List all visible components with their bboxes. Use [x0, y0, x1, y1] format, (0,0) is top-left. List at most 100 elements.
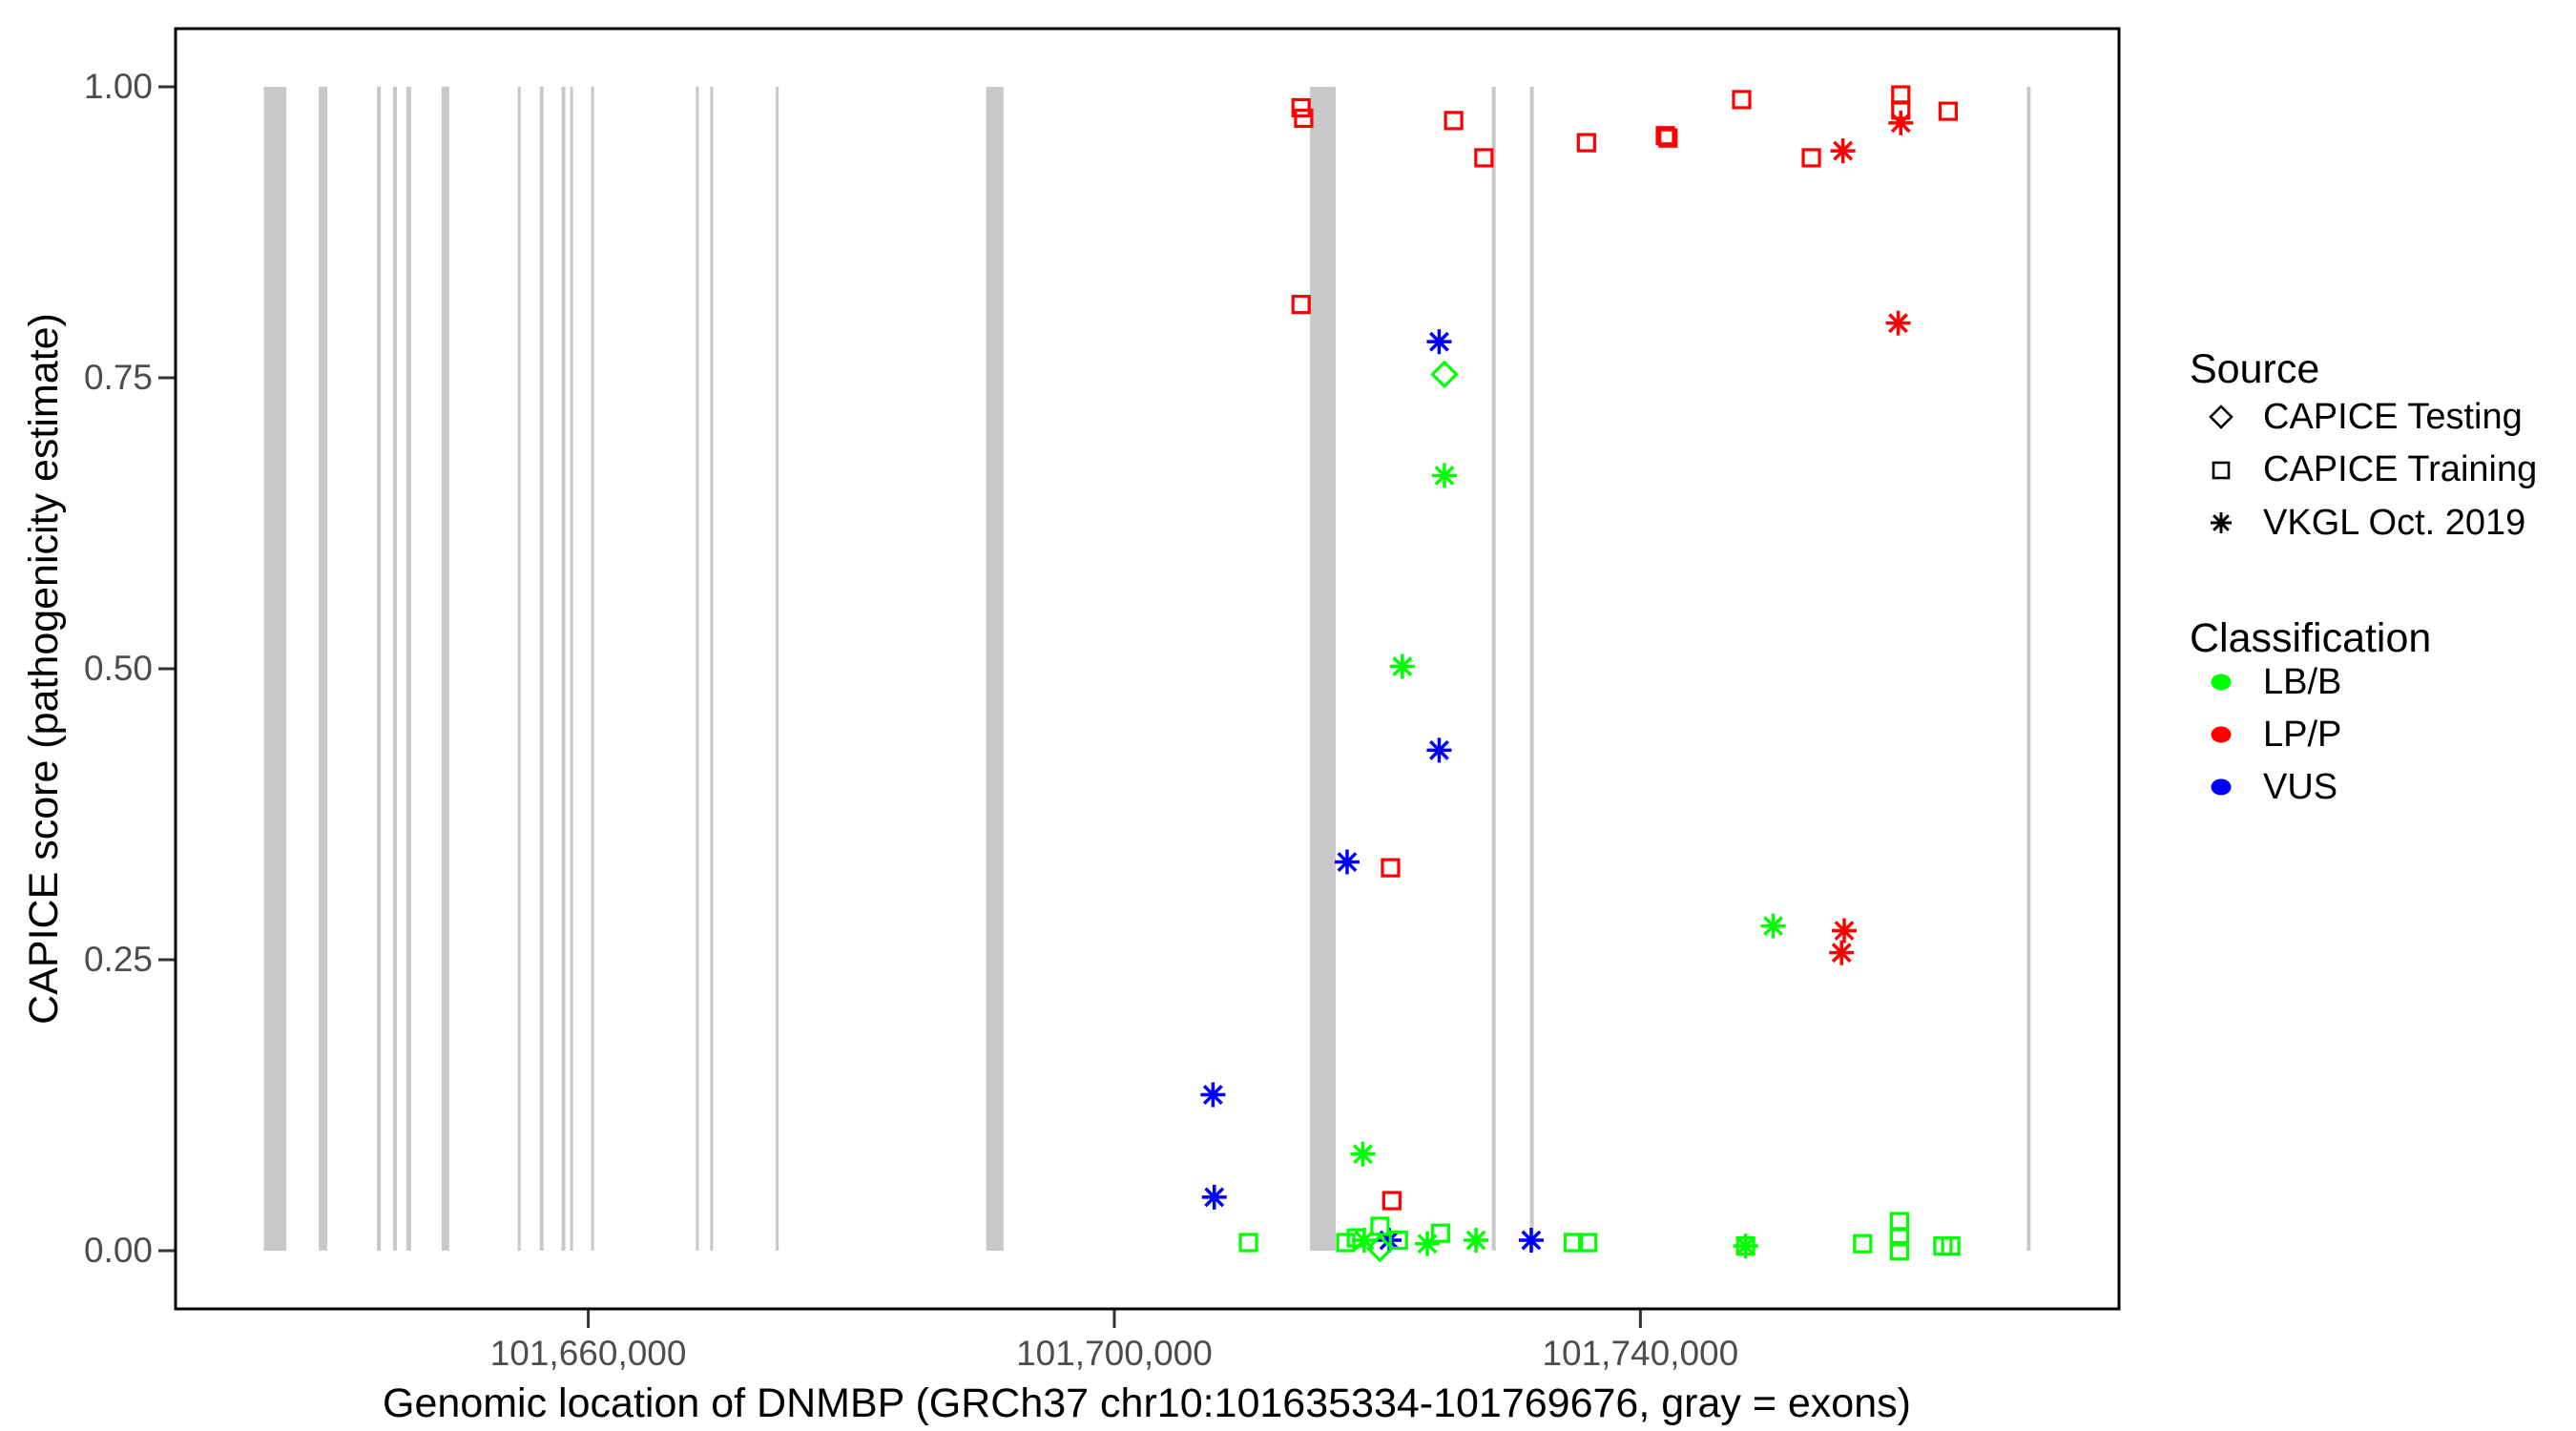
- data-point: [1444, 111, 1464, 131]
- data-point: [1238, 1233, 1258, 1253]
- exon-bar: [517, 87, 521, 1251]
- data-point: [1518, 1228, 1544, 1254]
- data-point: [1938, 101, 1958, 121]
- y-tick-label: 0.25: [83, 940, 153, 979]
- legend-label: VUS: [2263, 766, 2338, 807]
- panel-border: [174, 27, 2121, 1311]
- legend-source-item-square: CAPICE Training: [2202, 446, 2537, 494]
- exon-bar: [776, 87, 779, 1251]
- color-dot-icon: [2211, 674, 2232, 691]
- data-point: [1801, 148, 1821, 168]
- color-dot-icon: [2211, 726, 2232, 743]
- legend-source-title: Source: [2190, 346, 2320, 392]
- legend-source-item-diamond: CAPICE Testing: [2202, 393, 2523, 441]
- data-point: [1291, 97, 1311, 118]
- x-tick-label: 101,740,000: [1542, 1334, 1739, 1373]
- exon-bar: [1310, 87, 1336, 1251]
- legend-label: CAPICE Testing: [2263, 396, 2523, 437]
- legend-label: VKGL Oct. 2019: [2263, 502, 2526, 543]
- data-points-layer: [1200, 85, 1961, 1263]
- data-point: [1381, 1191, 1402, 1211]
- y-axis-title: CAPICE score (pathogenicity estimate): [21, 313, 67, 1025]
- x-tick-label: 101,660,000: [489, 1334, 687, 1373]
- data-point: [1381, 858, 1401, 878]
- exon-bar: [405, 87, 411, 1251]
- exon-bar: [377, 87, 382, 1251]
- asterisk-icon: [2211, 512, 2232, 533]
- data-point: [1334, 849, 1360, 875]
- exon-bar: [570, 87, 573, 1251]
- data-point: [1888, 110, 1914, 135]
- data-point: [1389, 653, 1415, 679]
- data-point: [1430, 360, 1459, 389]
- color-dot-icon: [2211, 778, 2232, 796]
- exon-bar: [263, 87, 287, 1251]
- data-point: [1291, 295, 1311, 315]
- data-point: [1941, 1236, 1961, 1256]
- x-axis-title: Genomic location of DNMBP (GRCh37 chr10:…: [383, 1380, 1911, 1426]
- data-point: [1426, 737, 1452, 763]
- data-point: [1200, 1082, 1226, 1108]
- exon-bar: [441, 87, 449, 1251]
- data-point: [1430, 1223, 1450, 1243]
- y-tick-label: 0.50: [83, 649, 153, 688]
- data-point: [1563, 1233, 1584, 1253]
- exon-bar: [986, 87, 1004, 1251]
- y-tick-label: 1.00: [83, 67, 153, 106]
- exon-bar: [539, 87, 544, 1251]
- exon-bar: [591, 87, 594, 1251]
- data-point: [1474, 148, 1494, 168]
- square-icon: [2212, 461, 2231, 479]
- data-point: [1388, 1230, 1408, 1251]
- legend-label: LB/B: [2263, 661, 2342, 702]
- legend-source-item-asterisk: VKGL Oct. 2019: [2202, 499, 2525, 547]
- exon-bar: [696, 87, 699, 1251]
- legend-classification-title: Classification: [2190, 615, 2432, 661]
- data-point: [1889, 1227, 1909, 1247]
- y-tick-label: 0.75: [83, 358, 153, 397]
- data-point: [1732, 90, 1752, 110]
- data-point: [1760, 913, 1786, 939]
- legend-classification-item: VUS: [2202, 763, 2337, 811]
- data-point: [1655, 126, 1675, 146]
- data-point: [1735, 1236, 1755, 1256]
- data-point: [1415, 1231, 1441, 1256]
- exon-bar: [319, 87, 328, 1251]
- data-point: [1885, 310, 1911, 336]
- exon-bar: [2026, 87, 2031, 1251]
- exon-bars-layer: [263, 87, 2031, 1251]
- data-point: [1336, 1233, 1356, 1253]
- diamond-icon: [2209, 404, 2233, 429]
- exon-bar: [710, 87, 714, 1251]
- data-point: [1426, 329, 1452, 355]
- legend-label: CAPICE Training: [2263, 449, 2538, 489]
- data-point: [1201, 1184, 1227, 1210]
- y-tick-label: 0.00: [83, 1231, 153, 1270]
- data-point: [1830, 138, 1856, 164]
- data-point: [1889, 1240, 1909, 1261]
- data-point: [1658, 128, 1678, 148]
- legend-classification-item: LB/B: [2202, 658, 2341, 706]
- data-point: [1853, 1234, 1873, 1254]
- data-point: [1576, 133, 1596, 153]
- data-point: [1578, 1233, 1598, 1253]
- data-point: [1365, 1234, 1395, 1263]
- exon-bar: [1491, 87, 1496, 1251]
- data-point: [1832, 918, 1858, 944]
- data-point: [1346, 1228, 1366, 1248]
- legend-label: LP/P: [2263, 714, 2342, 755]
- exon-bar: [393, 87, 398, 1251]
- axis-ticks-layer: [158, 85, 1642, 1328]
- exon-bar: [1529, 87, 1534, 1251]
- data-point: [1431, 463, 1457, 488]
- x-tick-label: 101,700,000: [1016, 1334, 1213, 1373]
- data-point: [1294, 108, 1314, 129]
- data-point: [1829, 940, 1855, 965]
- data-point: [1464, 1228, 1489, 1254]
- exon-bar: [561, 87, 566, 1251]
- data-point: [1350, 1141, 1376, 1167]
- legend-classification-item: LP/P: [2202, 711, 2341, 758]
- data-point: [1370, 1216, 1390, 1236]
